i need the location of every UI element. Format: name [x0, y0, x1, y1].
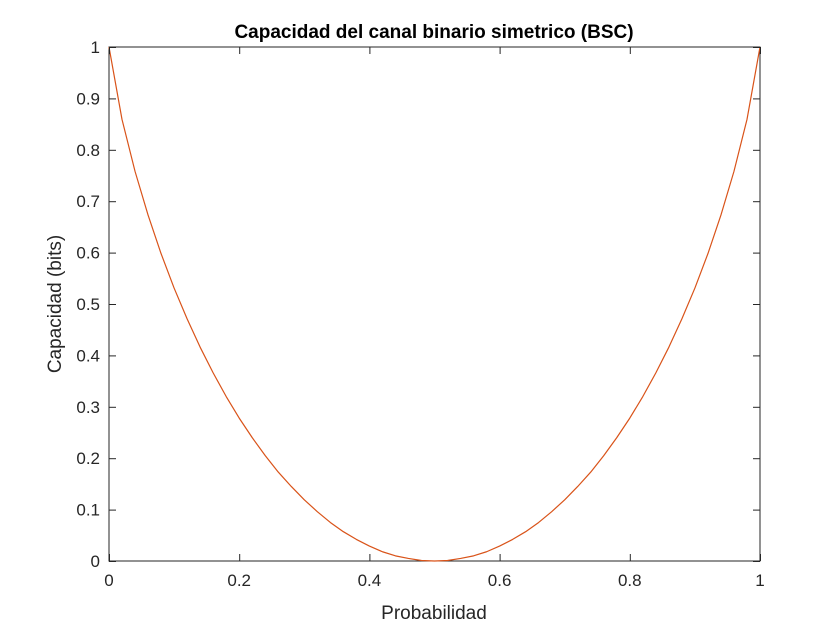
- y-tick-label: 0.1: [76, 501, 100, 520]
- y-tick-label: 0.6: [76, 244, 100, 263]
- x-tick-label: 0.4: [358, 571, 382, 590]
- y-tick-label: 0.5: [76, 295, 100, 314]
- x-tick-label: 0.6: [488, 571, 512, 590]
- x-tick-label: 1: [755, 571, 764, 590]
- x-tick-label: 0: [104, 571, 113, 590]
- y-tick-label: 0.7: [76, 192, 100, 211]
- y-tick-label: 0.4: [76, 346, 100, 365]
- axes-box: [108, 46, 761, 562]
- x-axis: 0 0.2 0.4 0.6 0.8 1: [104, 47, 765, 590]
- x-tick-label: 0.8: [618, 571, 642, 590]
- series-line: [108, 46, 761, 562]
- x-tick-label: 0.2: [227, 571, 251, 590]
- y-tick-label: 0.8: [76, 141, 100, 160]
- y-tick-label: 0: [91, 552, 100, 571]
- x-axis-label: Probabilidad: [381, 603, 487, 624]
- y-tick-label: 1: [91, 38, 100, 57]
- y-axis-label: Capacidad (bits): [45, 235, 66, 373]
- chart-title: Capacidad del canal binario simetrico (B…: [234, 22, 633, 43]
- y-axis: 0 0.1 0.2 0.3 0.4 0.5 0.6 0.7 0.8 0.9 1: [76, 38, 760, 571]
- y-tick-label: 0.9: [76, 89, 100, 108]
- plot-area: [108, 46, 761, 562]
- y-tick-label: 0.3: [76, 398, 100, 417]
- y-tick-label: 0.2: [76, 449, 100, 468]
